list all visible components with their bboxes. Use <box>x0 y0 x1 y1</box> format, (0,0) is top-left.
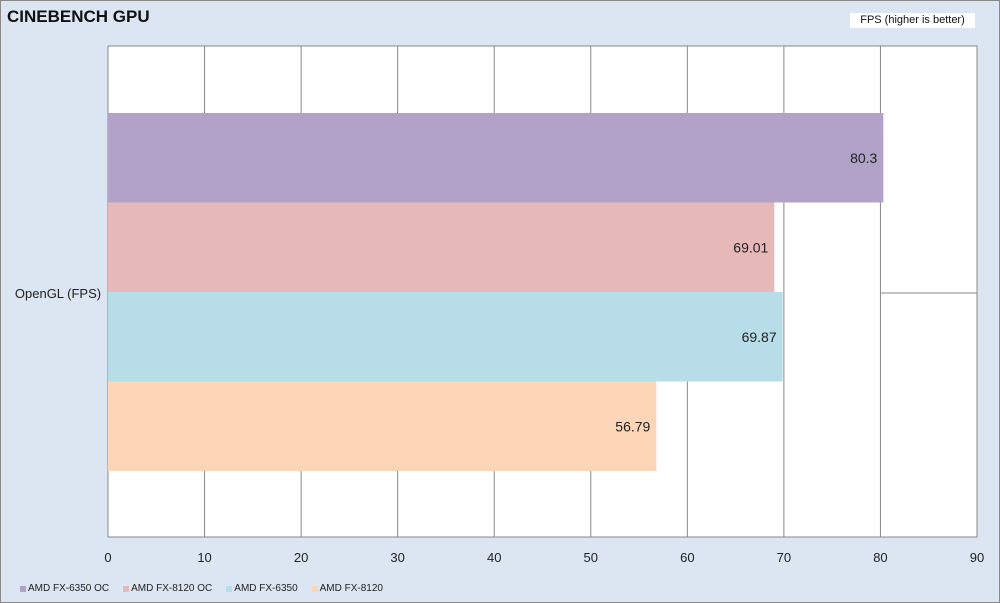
x-tick-label: 40 <box>487 550 501 565</box>
legend-item: AMD FX-6350 OC <box>20 583 109 594</box>
x-tick-label: 0 <box>104 550 111 565</box>
x-tick-label: 70 <box>777 550 791 565</box>
x-tick-label: 30 <box>390 550 404 565</box>
legend-swatch <box>123 585 130 592</box>
legend-label: AMD FX-8120 OC <box>131 583 213 594</box>
data-label: 80.3 <box>850 150 877 166</box>
x-tick-label: 10 <box>197 550 211 565</box>
legend-item: AMD FX-6350 <box>226 583 298 594</box>
chart-title: CINEBENCH GPU <box>7 7 150 26</box>
legend-label: AMD FX-6350 OC <box>28 583 110 594</box>
data-label: 69.01 <box>733 239 768 255</box>
legend-label: AMD FX-8120 <box>319 583 383 594</box>
legend-item: AMD FX-8120 OC <box>123 583 212 594</box>
x-tick-label: 20 <box>294 550 308 565</box>
data-label: 56.79 <box>615 418 650 434</box>
bar-amd-fx-8120-oc <box>108 202 775 292</box>
chart-subtitle: FPS (higher is better) <box>850 13 975 28</box>
x-tick-label: 60 <box>680 550 694 565</box>
y-category-label: OpenGL (FPS) <box>15 286 101 301</box>
x-tick-label: 80 <box>873 550 887 565</box>
bar-amd-fx-8120 <box>108 381 657 471</box>
legend-swatch <box>226 585 233 592</box>
data-label: 69.87 <box>742 329 777 345</box>
legend-swatch <box>20 585 26 592</box>
legend-label: AMD FX-6350 <box>234 583 298 594</box>
x-tick-label: 50 <box>584 550 598 565</box>
bar-amd-fx-6350 <box>108 292 783 382</box>
legend-item: AMD FX-8120 <box>311 583 383 594</box>
x-tick-label: 90 <box>970 550 984 565</box>
legend: AMD FX-6350 OC AMD FX-8120 OC AMD FX-6350 A… <box>20 583 383 594</box>
bar-amd-fx-6350-oc <box>108 113 884 203</box>
legend-swatch <box>311 585 318 592</box>
